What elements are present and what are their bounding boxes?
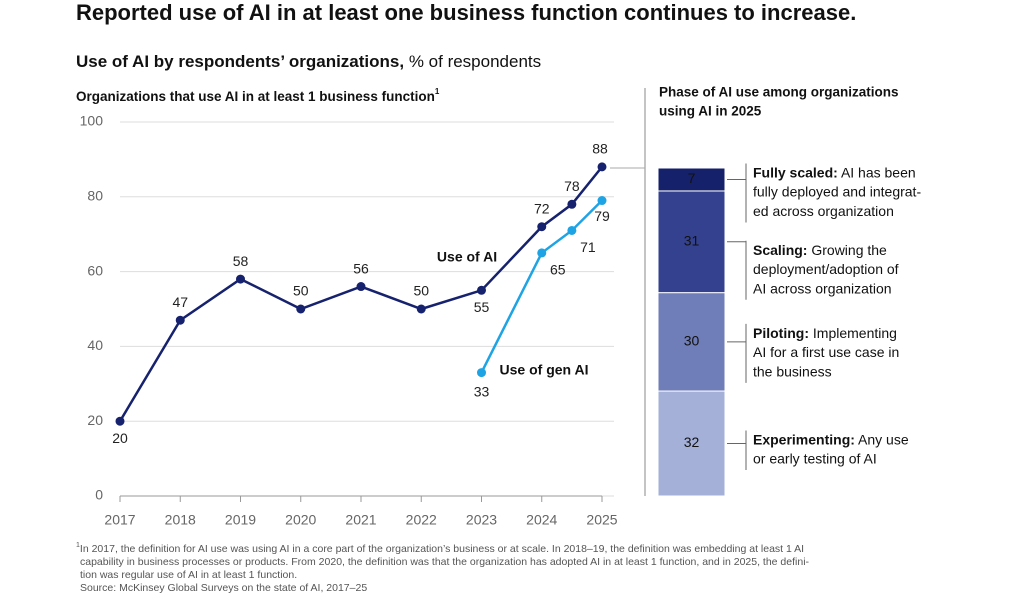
data-point [537,248,547,258]
line-chart-title: Organizations that use AI in at least 1 … [76,87,440,103]
data-label: 65 [550,262,566,278]
data-point [477,285,486,295]
data-point [115,416,125,426]
series-label: Use of AI [437,249,497,265]
segment-label: 32 [684,434,700,450]
data-label: 50 [413,283,429,299]
data-label: 20 [112,430,128,446]
legend-entry: Experimenting: Any use [753,431,909,447]
data-point [236,274,245,284]
data-point [567,225,577,235]
data-label: 71 [580,239,596,255]
x-tick-label: 2024 [526,512,557,528]
x-tick-label: 2017 [104,512,135,528]
bar-segment [657,167,726,192]
legend-name: Scaling: [753,242,807,258]
bar-segment [657,390,726,497]
data-point [296,304,306,314]
subtitle-bold: Use of AI by respondents’ organizations, [76,52,404,71]
data-label: 79 [594,208,610,224]
segment-label: 31 [684,233,700,249]
x-tick-label: 2025 [586,512,617,528]
segment-label: 7 [688,170,696,186]
footnote-line: capability in business processes or prod… [80,556,810,568]
legend-entry: Fully scaled: AI has been [753,164,916,180]
data-point [416,304,426,314]
data-label: 88 [592,141,608,157]
footnote-line: tion was regular use of AI in at least 1… [80,569,297,581]
data-point [597,162,607,172]
data-label: 55 [474,299,490,315]
title-note: 1 [435,87,440,96]
y-tick-label: 60 [87,262,103,278]
y-tick-label: 40 [87,337,103,353]
data-point [356,282,366,292]
legend-description: or early testing of AI [753,451,877,467]
x-tick-label: 2018 [165,512,196,528]
series-line [118,166,603,422]
data-label: 56 [353,260,369,276]
x-tick-label: 2021 [345,512,376,528]
legend-description: fully deployed and integrat- [753,184,921,200]
legend-description: the business [753,364,832,380]
legend-entry: Piloting: Implementing [753,325,897,341]
legend-name: Experimenting: [753,431,855,447]
series-line [480,199,603,374]
x-tick-label: 2020 [285,512,316,528]
data-point [537,222,547,232]
legend-description: AI has been [841,164,916,180]
data-label: 78 [564,178,580,194]
data-label: 33 [474,383,490,399]
legend-description: ed across organization [753,203,894,219]
bar-segment [657,190,726,294]
data-point [175,315,185,325]
legend-description: Growing the [811,242,887,258]
legend-description: AI for a first use case in [753,344,899,360]
legend-name: Piloting: [753,325,809,341]
data-point [597,196,607,206]
footnote-mark: 1 [76,542,80,549]
legend-description: Any use [858,431,909,447]
legend-description: Implementing [813,325,897,341]
y-tick-label: 0 [95,487,103,503]
y-tick-label: 80 [87,188,103,204]
footnote: 1In 2017, the definition for AI use was … [76,542,804,555]
legend-entry: Scaling: Growing the [753,242,887,258]
data-label: 50 [293,283,309,299]
segment-label: 30 [684,333,700,349]
data-label: 58 [233,253,249,269]
legend-name: Fully scaled: [753,164,838,180]
x-tick-label: 2022 [406,512,437,528]
y-tick-label: 100 [80,113,104,129]
source: Source: McKinsey Global Surveys on the s… [80,582,367,594]
legend-description: deployment/adoption of [753,261,899,277]
legend-description: AI across organization [753,281,892,297]
data-label: 47 [172,294,188,310]
bar-chart-title: using AI in 2025 [659,104,762,119]
y-tick-label: 20 [87,412,103,428]
bar-chart-title: Phase of AI use among organizations [659,85,899,100]
page-title: Reported use of AI in at least one busin… [76,0,856,25]
bar-segment [657,292,726,392]
series-label: Use of gen AI [500,362,589,378]
x-tick-label: 2019 [225,512,256,528]
footnote-line: In 2017, the definition for AI use was u… [80,543,804,555]
data-point [477,368,486,378]
data-point [567,199,577,209]
x-tick-label: 2023 [466,512,497,528]
data-label: 72 [534,200,550,216]
subtitle-rest: % of respondents [409,52,541,71]
line-chart-title-text: Organizations that use AI in at least 1 … [76,89,435,104]
subtitle: Use of AI by respondents’ organizations,… [76,52,541,71]
